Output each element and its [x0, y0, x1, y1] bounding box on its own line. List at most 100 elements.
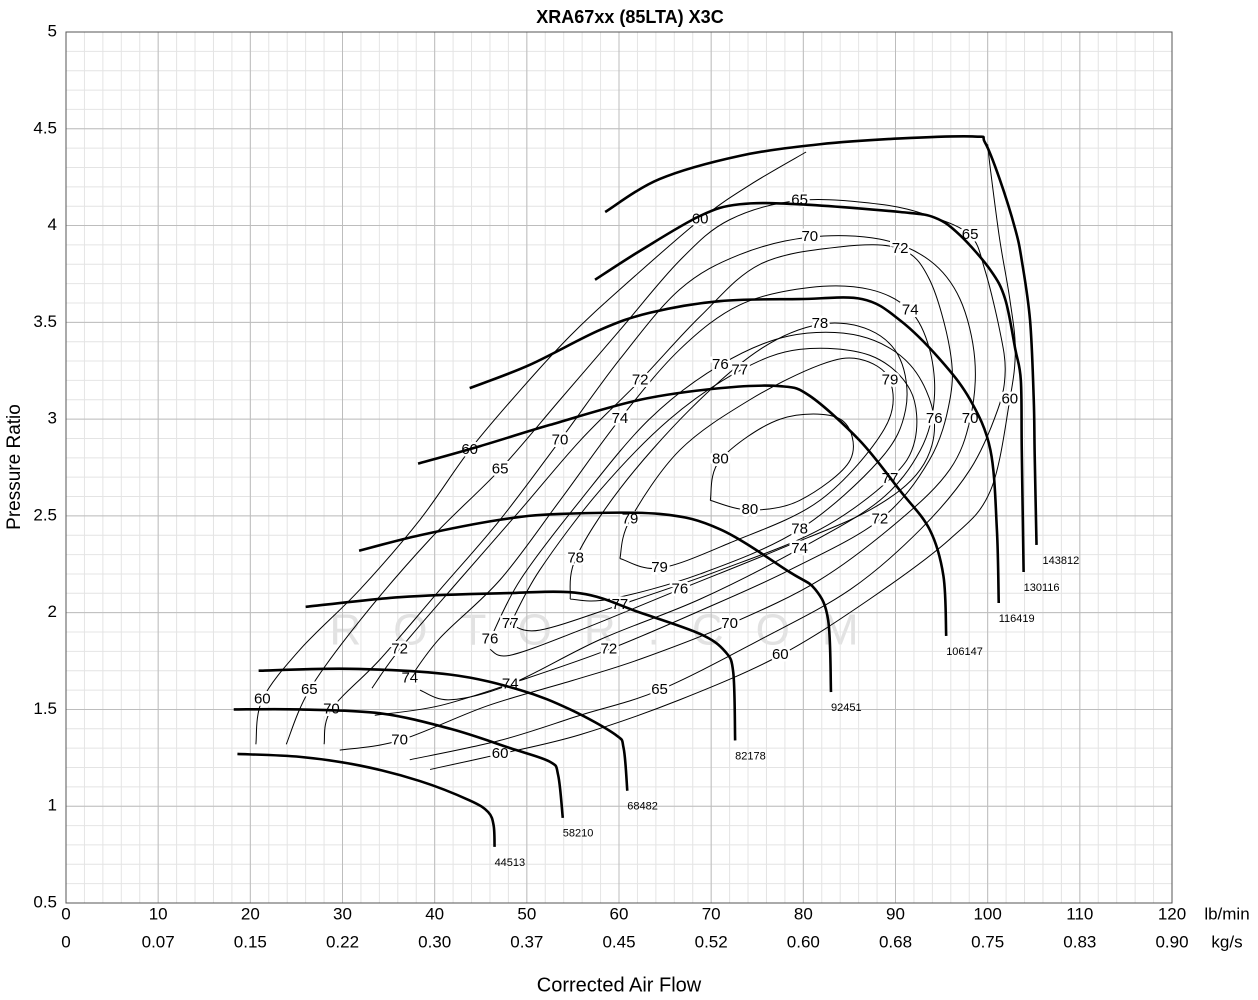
efficiency-label: 76	[671, 580, 688, 597]
x2-tick-label: 0.83	[1063, 932, 1096, 951]
y-tick-label: 0.5	[33, 892, 57, 911]
x-tick-label: 60	[610, 904, 629, 923]
efficiency-contour	[429, 144, 1016, 770]
x2-tick-label: 0.37	[510, 932, 543, 951]
efficiency-contour	[285, 199, 1006, 761]
efficiency-label: 80	[742, 501, 759, 518]
efficiency-label: 76	[926, 410, 943, 427]
y-tick-label: 2.5	[33, 505, 57, 524]
efficiency-contour	[255, 151, 807, 745]
x2-tick-label: 0.45	[602, 932, 635, 951]
x-tick-label: 90	[886, 904, 905, 923]
speed-line	[417, 384, 948, 636]
efficiency-label: 72	[892, 240, 909, 257]
speed-line	[358, 511, 833, 693]
x-tick-label: 120	[1158, 904, 1186, 923]
efficiency-contour	[489, 331, 936, 657]
efficiency-label: 65	[492, 460, 509, 477]
efficiency-label: 80	[712, 451, 729, 468]
plot-frame	[65, 31, 1173, 904]
speed-line-label: 130116	[1024, 582, 1060, 594]
speed-line	[604, 135, 1038, 545]
x2-unit-label: kg/s	[1211, 932, 1242, 951]
efficiency-label: 70	[721, 615, 738, 632]
efficiency-label: 70	[801, 228, 818, 245]
efficiency-label: 78	[812, 315, 829, 332]
efficiency-label: 72	[391, 640, 408, 657]
efficiency-label: 72	[871, 511, 888, 528]
chart-title: XRA67xx (85LTA) X3C	[536, 7, 723, 27]
speed-line	[233, 707, 565, 818]
speed-line-label: 106147	[946, 646, 983, 658]
x2-tick-label: 0.52	[695, 932, 728, 951]
efficiency-label: 74	[791, 540, 808, 557]
x-tick-label: 80	[794, 904, 813, 923]
efficiency-label: 72	[601, 640, 618, 657]
efficiency-label: 78	[791, 520, 808, 537]
efficiency-label: 70	[552, 431, 569, 448]
efficiency-label: 60	[1001, 391, 1018, 408]
x2-tick-label: 0.90	[1155, 932, 1188, 951]
y-tick-label: 1.5	[33, 699, 57, 718]
y-tick-label: 3	[48, 409, 57, 428]
efficiency-label: 60	[254, 691, 271, 708]
efficiency-contour	[323, 235, 976, 751]
x-axis-label: Corrected Air Flow	[537, 974, 702, 996]
x-tick-label: 10	[149, 904, 168, 923]
speed-line-label: 143812	[1043, 555, 1080, 567]
efficiency-label: 70	[391, 731, 408, 748]
efficiency-contour	[619, 357, 894, 570]
x2-tick-label: 0.22	[326, 932, 359, 951]
x2-tick-label: 0.07	[142, 932, 175, 951]
speed-line	[258, 667, 629, 791]
efficiency-contour	[569, 322, 908, 602]
efficiency-label: 60	[772, 646, 789, 663]
x-tick-label: 100	[973, 904, 1001, 923]
speed-line	[594, 201, 1025, 573]
efficiency-contour	[709, 413, 854, 511]
efficiency-contour	[509, 347, 918, 632]
efficiency-label: 65	[301, 681, 318, 698]
x-tick-label: 70	[702, 904, 721, 923]
speed-line-label: 92451	[831, 702, 862, 714]
efficiency-label: 65	[651, 681, 668, 698]
speed-line-label: 58210	[563, 828, 594, 840]
efficiency-label: 79	[882, 371, 899, 388]
efficiency-label: 76	[712, 356, 729, 373]
speed-line-label: 82178	[735, 750, 766, 762]
efficiency-label: 76	[482, 631, 499, 648]
speed-line	[305, 590, 737, 741]
x-tick-label: 40	[425, 904, 444, 923]
x2-tick-label: 0.30	[418, 932, 451, 951]
speed-line-label: 68482	[627, 801, 658, 813]
x-tick-label: 110	[1066, 904, 1093, 923]
efficiency-label: 72	[632, 371, 649, 388]
efficiency-label: 77	[731, 362, 748, 379]
y-tick-label: 3.5	[33, 312, 57, 331]
x-tick-label: 20	[241, 904, 260, 923]
efficiency-contour	[371, 244, 953, 716]
x2-tick-label: 0.75	[971, 932, 1004, 951]
y-tick-label: 1	[48, 796, 57, 815]
y-tick-label: 4.5	[33, 118, 57, 137]
x-tick-label: 50	[517, 904, 536, 923]
speed-line-label: 116419	[999, 613, 1035, 625]
y-tick-label: 2	[48, 602, 57, 621]
x2-tick-label: 0.68	[879, 932, 912, 951]
efficiency-contour	[409, 285, 936, 701]
efficiency-label: 79	[651, 559, 668, 576]
x-tick-label: 0	[61, 904, 70, 923]
x-tick-label: 30	[333, 904, 352, 923]
x-unit-label: lb/min	[1204, 904, 1249, 923]
x2-tick-label: 0.60	[787, 932, 820, 951]
y-tick-label: 5	[48, 21, 57, 40]
x2-tick-label: 0.15	[234, 932, 267, 951]
efficiency-label: 70	[962, 410, 979, 427]
speed-line	[237, 752, 496, 847]
speed-line	[469, 296, 1001, 604]
y-axis-label: Pressure Ratio	[4, 404, 25, 530]
efficiency-label: 78	[567, 549, 584, 566]
y-tick-label: 4	[48, 215, 57, 234]
efficiency-label: 74	[612, 410, 629, 427]
